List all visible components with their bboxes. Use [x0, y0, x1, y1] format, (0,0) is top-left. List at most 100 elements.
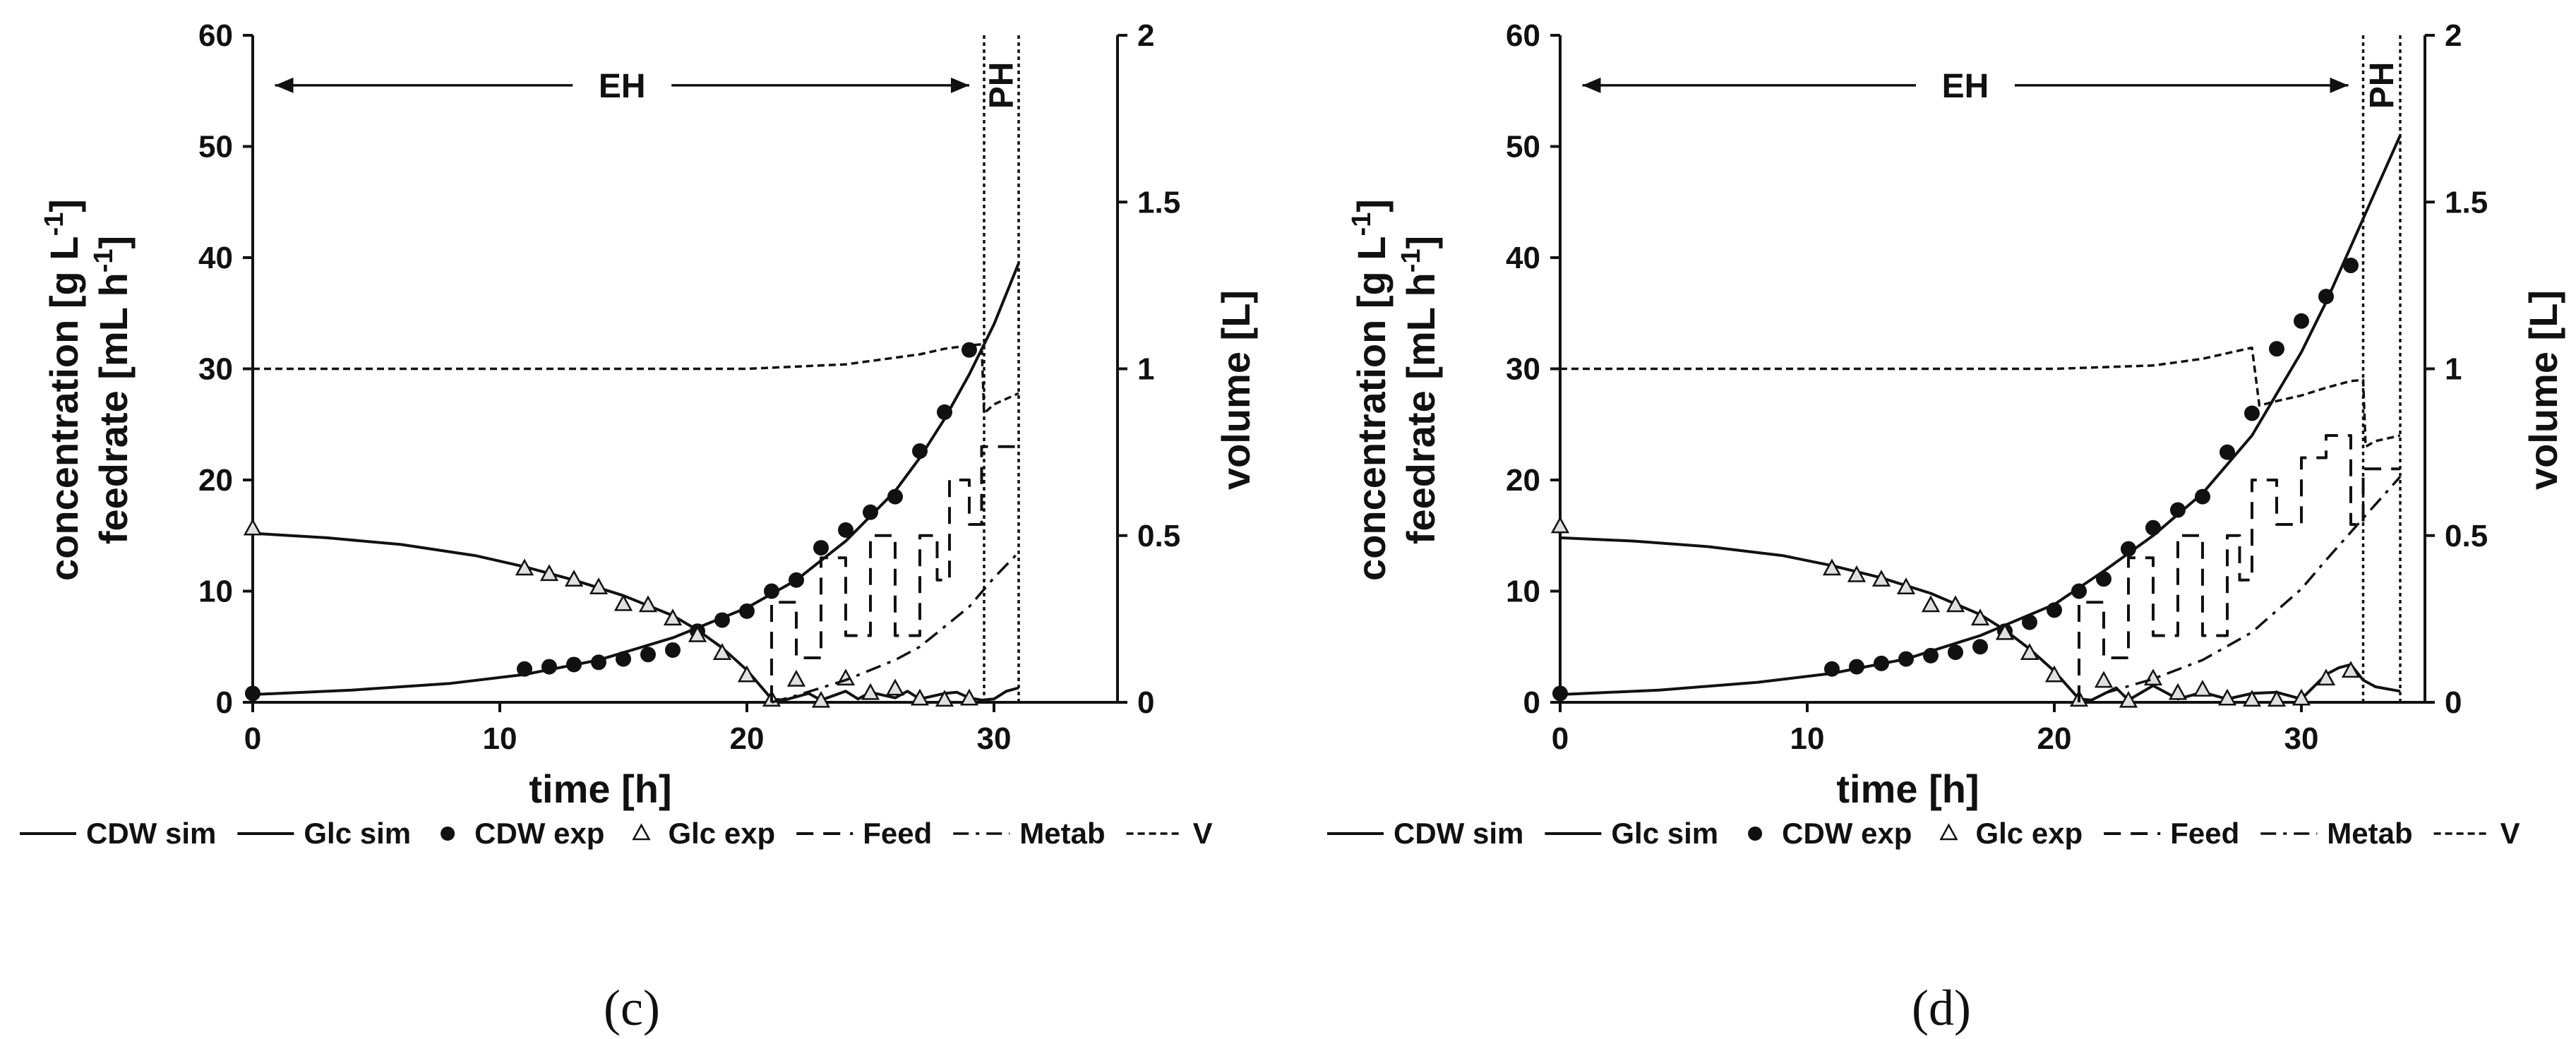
- legend-swatch-glc-exp: [1939, 823, 1958, 841]
- y-tick-label: 10: [198, 575, 233, 609]
- cdw-exp-point: [714, 612, 730, 628]
- cdw-exp-point: [1552, 685, 1568, 702]
- legend-label-cdw-sim: CDW sim: [86, 817, 216, 850]
- feed-line: [2078, 434, 2400, 702]
- legend-label-glc-sim: Glc sim: [304, 817, 411, 850]
- legend-label-glc-sim: Glc sim: [1611, 817, 1718, 850]
- glc-exp-point: [638, 595, 658, 613]
- y2-tick-label: 1.5: [2445, 185, 2488, 220]
- legend-label-cdw-sim: CDW sim: [1394, 817, 1523, 850]
- cdw-exp-point: [863, 504, 878, 520]
- y2-tick-label: 0.5: [2445, 519, 2488, 553]
- y-tick-label: 50: [1506, 130, 1540, 164]
- cdw-exp-point: [541, 659, 557, 675]
- glc-exp-point: [1970, 608, 1990, 626]
- cdw-exp-point: [2145, 520, 2161, 536]
- cdw-exp-point: [245, 685, 260, 702]
- x-tick-label: 0: [1552, 721, 1569, 756]
- glc-exp-point: [243, 518, 263, 536]
- eh-arrowhead-right: [2330, 77, 2349, 93]
- glc-exp-point: [1896, 577, 1916, 595]
- cdw-exp-point: [566, 656, 582, 673]
- glc-exp-point: [663, 608, 683, 626]
- glc-exp-point: [737, 665, 757, 683]
- y-tick-label: 30: [1506, 352, 1540, 387]
- cdw-exp-point: [912, 443, 928, 460]
- x-axis-label: time [h]: [529, 767, 671, 811]
- legend-label-cdw-exp: CDW exp: [474, 817, 604, 850]
- glc-exp-point: [786, 669, 806, 687]
- cdw-exp-point: [2294, 313, 2309, 329]
- metab-line: [771, 551, 1020, 704]
- cdw-exp-point: [665, 642, 681, 658]
- cdw-exp-point: [739, 603, 755, 619]
- cdw-exp-point: [2096, 571, 2111, 587]
- cdw-exp-point: [838, 522, 853, 538]
- glc-exp-point: [1822, 558, 1842, 576]
- y-tick-label: 20: [1506, 463, 1540, 498]
- cdw-exp-point: [2022, 614, 2037, 630]
- x-tick-label: 10: [483, 721, 517, 756]
- y2-tick-label: 1: [2445, 352, 2462, 387]
- x-tick-label: 30: [977, 721, 1012, 756]
- glc-exp-point: [861, 683, 880, 700]
- glc-exp-point: [515, 558, 534, 576]
- y2-tick-label: 2: [1137, 18, 1154, 53]
- y2-tick-label: 1: [1137, 352, 1154, 387]
- x-tick-label: 20: [730, 721, 765, 756]
- metab-line: [2103, 476, 2402, 695]
- eh-label: EH: [1942, 68, 1989, 105]
- eh-arrowhead-right: [951, 77, 969, 93]
- glc-exp-point: [688, 625, 707, 642]
- y2-tick-label: 2: [2445, 18, 2462, 53]
- legend-swatch-cdw-exp: [441, 827, 455, 841]
- glc-exp-point: [2044, 665, 2064, 683]
- cdw-exp-point: [1923, 647, 1939, 663]
- cdw-exp-point: [2244, 405, 2260, 421]
- y-axis-label-feedrate: feedrate [mL h-1]: [89, 236, 136, 544]
- glc-exp-point: [2316, 668, 2336, 686]
- glc-exp-point: [613, 594, 633, 611]
- v-line: [253, 343, 1019, 415]
- legend-swatch-glc-exp: [632, 823, 651, 841]
- y2-axis-label: volume [L]: [1214, 290, 1258, 490]
- y-tick-label: 40: [1506, 241, 1540, 275]
- glc-exp-point: [2168, 683, 2188, 700]
- feed-line: [770, 445, 1019, 702]
- glc-exp-point: [811, 690, 831, 708]
- cdw-exp-point: [2195, 488, 2210, 505]
- cdw-exp-point: [764, 583, 779, 599]
- glc-exp-point: [1921, 595, 1941, 613]
- x-axis-label: time [h]: [1836, 767, 1979, 811]
- glc-exp-point: [2094, 671, 2114, 688]
- x-tick-label: 30: [2284, 721, 2319, 756]
- glc-exp-point: [2267, 690, 2287, 707]
- cdw-exp-point: [2343, 258, 2359, 274]
- legend-label-glc-exp: Glc exp: [668, 817, 775, 850]
- cdw-exp-point: [2269, 341, 2284, 357]
- y-tick-label: 50: [198, 130, 233, 164]
- glc-exp-point: [712, 643, 732, 660]
- y-tick-label: 60: [198, 18, 233, 53]
- glc-exp-point: [1550, 516, 1570, 534]
- glc-exp-point: [2020, 643, 2039, 660]
- y2-tick-label: 1.5: [1137, 185, 1180, 220]
- legend-swatch-cdw-exp: [1748, 827, 1763, 841]
- glc-exp-point: [1871, 570, 1891, 587]
- ph-label: PH: [983, 62, 1021, 109]
- panel-caption: (c): [604, 980, 660, 1036]
- y2-tick-label: 0: [2445, 685, 2462, 720]
- y-tick-label: 0: [216, 685, 233, 720]
- glc-exp-point: [1847, 565, 1867, 582]
- cdw-exp-point: [616, 651, 631, 667]
- legend: CDW sim Glc sim CDW exp Glc exp Feed Metab V: [1327, 817, 2520, 850]
- glc-exp-point: [2242, 690, 2262, 707]
- cdw-exp-point: [1874, 655, 1889, 671]
- legend-label-cdw-exp: CDW exp: [1782, 817, 1912, 850]
- cdw-exp-point: [640, 647, 656, 663]
- cdw-exp-point: [2170, 502, 2186, 518]
- panel-caption: (d): [1912, 980, 1971, 1036]
